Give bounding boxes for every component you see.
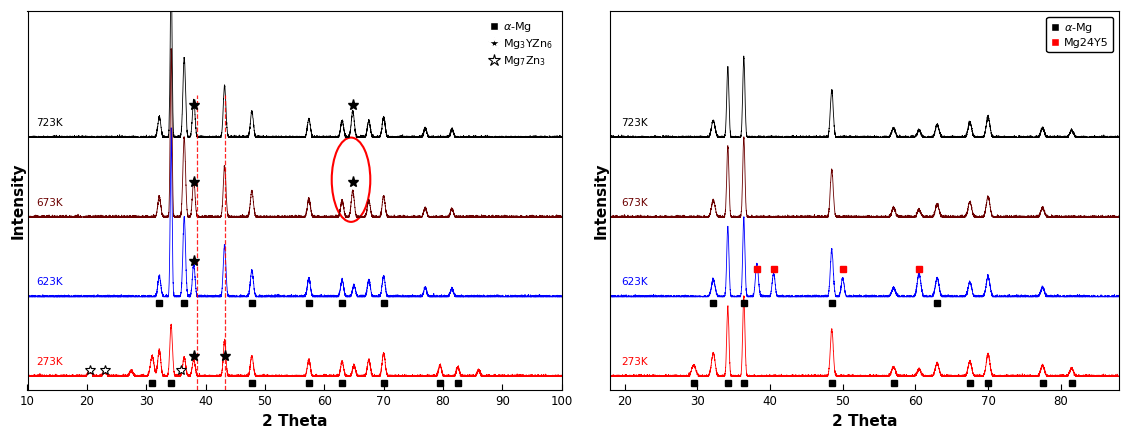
X-axis label: 2 Theta: 2 Theta bbox=[262, 414, 328, 429]
Text: 273K: 273K bbox=[622, 357, 647, 367]
Text: 723K: 723K bbox=[36, 118, 63, 128]
Y-axis label: Intensity: Intensity bbox=[593, 162, 609, 239]
X-axis label: 2 Theta: 2 Theta bbox=[832, 414, 897, 429]
Text: 673K: 673K bbox=[36, 198, 63, 208]
Text: 723K: 723K bbox=[622, 118, 647, 128]
Legend: $\alpha$-Mg, Mg$_3$YZn$_6$, Mg$_7$Zn$_3$: $\alpha$-Mg, Mg$_3$YZn$_6$, Mg$_7$Zn$_3$ bbox=[486, 17, 556, 71]
Text: 673K: 673K bbox=[622, 198, 647, 208]
Text: 623K: 623K bbox=[36, 278, 63, 287]
Legend: $\alpha$-Mg, Mg24Y5: $\alpha$-Mg, Mg24Y5 bbox=[1046, 17, 1113, 52]
Text: 273K: 273K bbox=[36, 357, 63, 367]
Y-axis label: Intensity: Intensity bbox=[11, 162, 26, 239]
Text: 623K: 623K bbox=[622, 278, 647, 287]
